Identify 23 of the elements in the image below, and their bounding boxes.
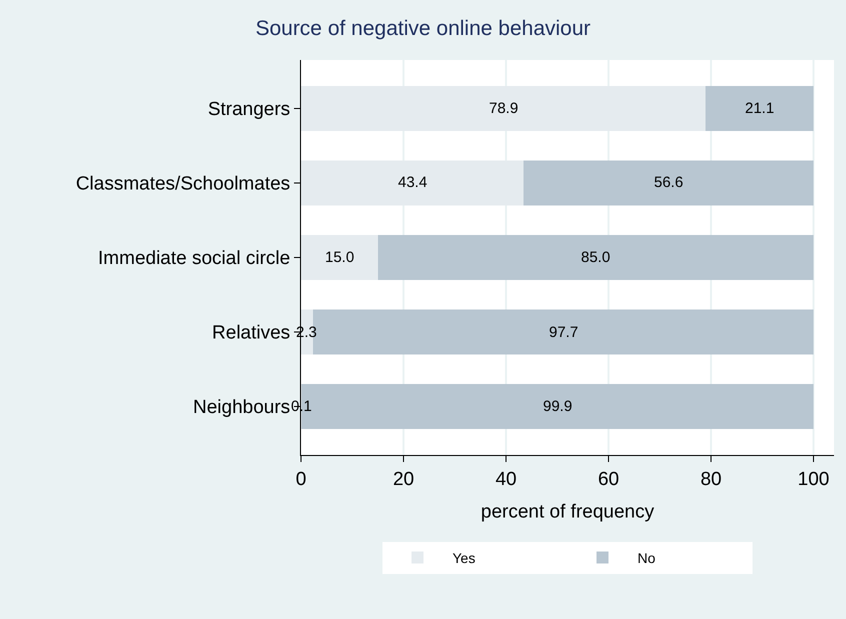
y-tick-label: Neighbours [193, 397, 290, 418]
x-tick-label: 40 [495, 468, 517, 490]
chart-title: Source of negative online behaviour [255, 17, 591, 40]
x-axis-title: percent of frequency [480, 502, 655, 523]
data-label: 43.4 [398, 174, 428, 191]
data-label: 97.7 [549, 324, 578, 341]
x-tick-label: 80 [700, 468, 722, 490]
y-tick-label: Strangers [208, 99, 290, 120]
x-tick-label: 20 [392, 468, 414, 490]
x-tick-label: 0 [296, 468, 306, 490]
y-tick-label: Relatives [212, 322, 290, 344]
data-label: 15.0 [325, 249, 354, 266]
data-label: 21.1 [745, 100, 774, 117]
data-label: 56.6 [654, 174, 684, 191]
x-tick-label: 60 [598, 468, 620, 490]
data-label: 85.0 [581, 249, 610, 266]
legend-label: No [638, 550, 656, 566]
y-tick-label: Immediate social circle [98, 248, 290, 270]
x-tick-label: 100 [798, 468, 830, 490]
data-label: 99.9 [543, 398, 572, 415]
y-tick-label: Classmates/Schoolmates [76, 174, 290, 195]
legend-label: Yes [452, 550, 476, 566]
data-label: 78.9 [489, 100, 518, 117]
